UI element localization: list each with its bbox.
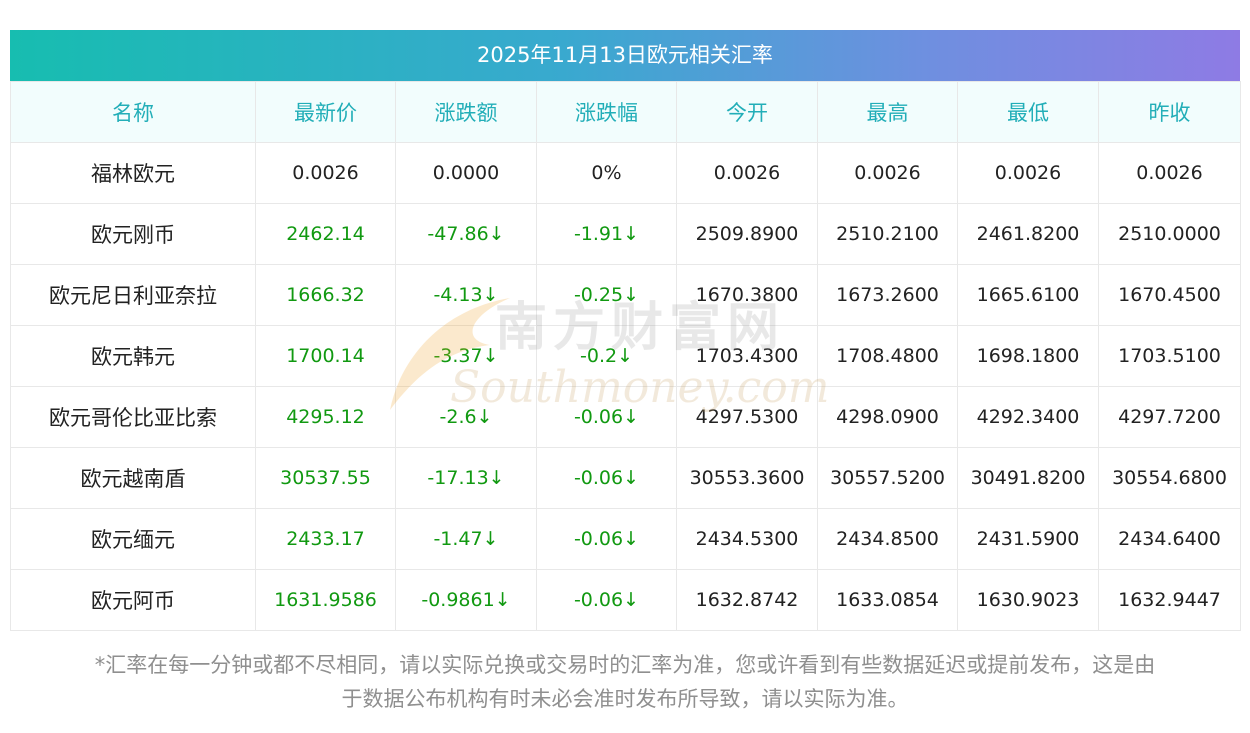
cell-latest: 2462.14: [255, 203, 396, 265]
cell-prev: 2510.0000: [1098, 203, 1241, 265]
cell-name: 欧元缅元: [10, 508, 256, 570]
cell-prev: 0.0026: [1098, 142, 1241, 204]
table-header-row: 名称 最新价 涨跌额 涨跌幅 今开 最高 最低 昨收: [10, 81, 1241, 143]
cell-low: 4292.3400: [957, 386, 1099, 448]
cell-latest: 2433.17: [255, 508, 396, 570]
cell-open: 1632.8742: [676, 569, 818, 631]
table-row: 欧元哥伦比亚比索 4295.12 -2.6↓ -0.06↓ 4297.5300 4298.…: [10, 386, 1241, 448]
cell-open: 2434.5300: [676, 508, 818, 570]
col-header-name: 名称: [10, 81, 256, 143]
cell-latest: 4295.12: [255, 386, 396, 448]
cell-prev: 1632.9447: [1098, 569, 1241, 631]
cell-change: -1.47↓: [395, 508, 537, 570]
cell-pct: -0.2↓: [536, 325, 677, 387]
cell-name: 欧元刚币: [10, 203, 256, 265]
footnote-line-2: 于数据公布机构有时未必会准时发布所导致，请以实际为准。: [341, 687, 909, 711]
cell-pct: -0.06↓: [536, 569, 677, 631]
cell-name: 欧元阿币: [10, 569, 256, 631]
cell-prev: 1670.4500: [1098, 264, 1241, 326]
cell-low: 30491.8200: [957, 447, 1099, 509]
table-row: 欧元越南盾 30537.55 -17.13↓ -0.06↓ 30553.3600 3055…: [10, 447, 1241, 509]
cell-change: -17.13↓: [395, 447, 537, 509]
cell-change: -3.37↓: [395, 325, 537, 387]
cell-latest: 1700.14: [255, 325, 396, 387]
cell-latest: 30537.55: [255, 447, 396, 509]
cell-high: 2510.2100: [817, 203, 958, 265]
cell-high: 4298.0900: [817, 386, 958, 448]
cell-name: 欧元尼日利亚奈拉: [10, 264, 256, 326]
cell-pct: -0.06↓: [536, 508, 677, 570]
cell-open: 30553.3600: [676, 447, 818, 509]
table-title: 2025年11月13日欧元相关汇率: [10, 30, 1240, 81]
cell-latest: 1631.9586: [255, 569, 396, 631]
cell-open: 4297.5300: [676, 386, 818, 448]
cell-open: 1703.4300: [676, 325, 818, 387]
cell-pct: -1.91↓: [536, 203, 677, 265]
table-row: 欧元缅元 2433.17 -1.47↓ -0.06↓ 2434.5300 2434.850…: [10, 508, 1241, 570]
cell-open: 1670.3800: [676, 264, 818, 326]
cell-name: 欧元越南盾: [10, 447, 256, 509]
table-row: 欧元韩元 1700.14 -3.37↓ -0.2↓ 1703.4300 1708.4800…: [10, 325, 1241, 387]
cell-change: -47.86↓: [395, 203, 537, 265]
cell-pct: -0.06↓: [536, 447, 677, 509]
cell-high: 30557.5200: [817, 447, 958, 509]
table-row: 欧元尼日利亚奈拉 1666.32 -4.13↓ -0.25↓ 1670.3800 1673…: [10, 264, 1241, 326]
rate-table-container: 2025年11月13日欧元相关汇率 名称 最新价 涨跌额 涨跌幅 今开 最高 最…: [10, 30, 1241, 631]
cell-name: 福林欧元: [10, 142, 256, 204]
cell-change: -4.13↓: [395, 264, 537, 326]
cell-low: 2461.8200: [957, 203, 1099, 265]
cell-prev: 2434.6400: [1098, 508, 1241, 570]
cell-name: 欧元哥伦比亚比索: [10, 386, 256, 448]
cell-high: 1708.4800: [817, 325, 958, 387]
cell-name: 欧元韩元: [10, 325, 256, 387]
cell-prev: 1703.5100: [1098, 325, 1241, 387]
cell-prev: 30554.6800: [1098, 447, 1241, 509]
cell-open: 0.0026: [676, 142, 818, 204]
cell-low: 1665.6100: [957, 264, 1099, 326]
col-header-latest: 最新价: [255, 81, 396, 143]
cell-high: 2434.8500: [817, 508, 958, 570]
cell-prev: 4297.7200: [1098, 386, 1241, 448]
col-header-prev: 昨收: [1098, 81, 1241, 143]
cell-change: -2.6↓: [395, 386, 537, 448]
cell-low: 1698.1800: [957, 325, 1099, 387]
cell-low: 0.0026: [957, 142, 1099, 204]
cell-high: 1633.0854: [817, 569, 958, 631]
cell-pct: -0.06↓: [536, 386, 677, 448]
cell-low: 1630.9023: [957, 569, 1099, 631]
table-row: 欧元阿币 1631.9586 -0.9861↓ -0.06↓ 1632.8742 1633…: [10, 569, 1241, 631]
footnote: *汇率在每一分钟或都不尽相同，请以实际兑换或交易时的汇率为准，您或许看到有些数据…: [10, 648, 1240, 716]
cell-high: 0.0026: [817, 142, 958, 204]
col-header-pct: 涨跌幅: [536, 81, 677, 143]
cell-open: 2509.8900: [676, 203, 818, 265]
col-header-change: 涨跌额: [395, 81, 537, 143]
footnote-line-1: *汇率在每一分钟或都不尽相同，请以实际兑换或交易时的汇率为准，您或许看到有些数据…: [94, 653, 1156, 677]
cell-change: 0.0000: [395, 142, 537, 204]
cell-pct: 0%: [536, 142, 677, 204]
cell-change: -0.9861↓: [395, 569, 537, 631]
col-header-open: 今开: [676, 81, 818, 143]
rate-table: 名称 最新价 涨跌额 涨跌幅 今开 最高 最低 昨收 福林欧元 0.0026 0.0…: [10, 81, 1241, 631]
cell-latest: 0.0026: [255, 142, 396, 204]
table-row: 欧元刚币 2462.14 -47.86↓ -1.91↓ 2509.8900 2510.21…: [10, 203, 1241, 265]
cell-pct: -0.25↓: [536, 264, 677, 326]
table-body: 福林欧元 0.0026 0.0000 0% 0.0026 0.0026 0.0026 0.00…: [10, 142, 1241, 631]
col-header-high: 最高: [817, 81, 958, 143]
table-row: 福林欧元 0.0026 0.0000 0% 0.0026 0.0026 0.0026 0.00…: [10, 142, 1241, 204]
cell-low: 2431.5900: [957, 508, 1099, 570]
cell-latest: 1666.32: [255, 264, 396, 326]
cell-high: 1673.2600: [817, 264, 958, 326]
col-header-low: 最低: [957, 81, 1099, 143]
